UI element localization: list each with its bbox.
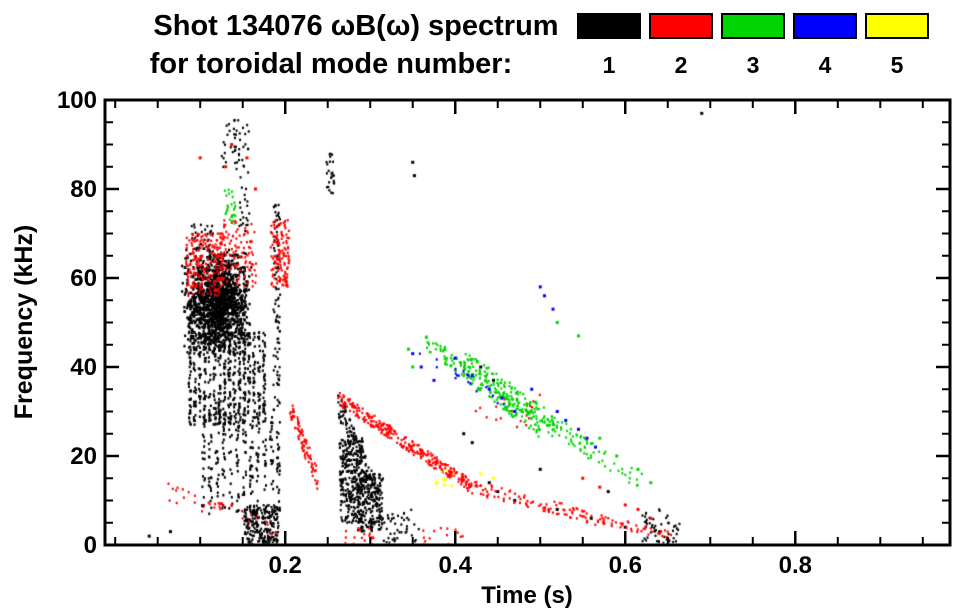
legend-label-mode-5: 5 xyxy=(891,52,904,78)
x-tick-label: 0.8 xyxy=(779,552,812,579)
y-tick-label: 100 xyxy=(57,87,97,114)
x-tick-label: 0.6 xyxy=(609,552,642,579)
legend-swatch-mode-5 xyxy=(865,13,929,39)
legend-swatch-mode-2 xyxy=(649,13,713,39)
y-tick-label: 60 xyxy=(70,265,97,292)
chart-title-line2: for toroidal mode number: xyxy=(150,48,513,80)
legend-swatch-mode-1 xyxy=(577,13,641,39)
x-axis-label: Time (s) xyxy=(481,582,573,609)
x-tick-label: 0.4 xyxy=(439,552,473,579)
legend-swatch-mode-3 xyxy=(721,13,785,39)
legend-label-mode-3: 3 xyxy=(747,52,760,78)
y-tick-label: 80 xyxy=(70,176,97,203)
x-tick-label: 0.2 xyxy=(269,552,302,579)
plot-frame xyxy=(103,98,952,547)
chart-title-line1: Shot 134076 ωB(ω) spectrum xyxy=(153,10,558,42)
legend-label-mode-4: 4 xyxy=(819,52,832,78)
y-tick-label: 20 xyxy=(70,443,97,470)
y-tick-label: 40 xyxy=(70,354,97,381)
legend-label-mode-1: 1 xyxy=(603,52,616,78)
y-axis-label: Frequency (kHz) xyxy=(10,225,38,419)
y-tick-label: 0 xyxy=(84,532,97,559)
legend-label-mode-2: 2 xyxy=(675,52,688,78)
legend-swatch-mode-4 xyxy=(793,13,857,39)
